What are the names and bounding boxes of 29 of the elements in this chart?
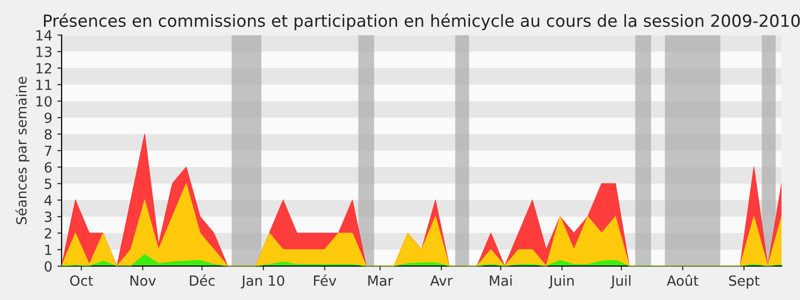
x-tick-label: Nov: [130, 276, 156, 286]
y-axis-title: Séances par semaine: [15, 76, 30, 224]
y-tick-label: 7: [44, 146, 52, 156]
y-tick-label: 13: [36, 46, 52, 58]
x-tick-label: Août: [666, 274, 698, 286]
x-tick-label: Mar: [368, 276, 394, 286]
x-tick-label: Juil: [610, 275, 630, 288]
y-tick-label: 4: [44, 195, 52, 206]
y-tick-label: 10: [36, 96, 52, 107]
y-tick-label: 2: [44, 228, 52, 238]
x-tick-label: Mai: [490, 275, 512, 286]
x-tick-label: Oct: [70, 275, 94, 286]
y-tick-label: 12: [36, 63, 52, 74]
y-tick-label: 6: [44, 162, 52, 173]
y-tick-label: 14: [36, 30, 52, 40]
y-tick-label: 11: [36, 80, 52, 90]
y-tick-label: 3: [44, 212, 52, 222]
y-tick-label: 8: [44, 129, 52, 140]
x-tick-label: Juin: [548, 275, 574, 288]
x-tick-label: Déc: [190, 274, 215, 286]
x-tick-label: Jan 10: [240, 275, 284, 288]
x-tick-label: Sept: [729, 275, 760, 289]
y-tick-label: 9: [44, 112, 52, 124]
y-tick-label: 0: [44, 261, 52, 272]
y-tick-label: 1: [45, 244, 52, 255]
y-tick-label: 5: [44, 178, 52, 190]
chart-title: Présences en commissions et participation en hémicycle au cours de la session 2009-2010: [44, 13, 800, 30]
x-tick-label: Avr: [430, 276, 453, 286]
x-tick-label: Fév: [314, 274, 336, 286]
